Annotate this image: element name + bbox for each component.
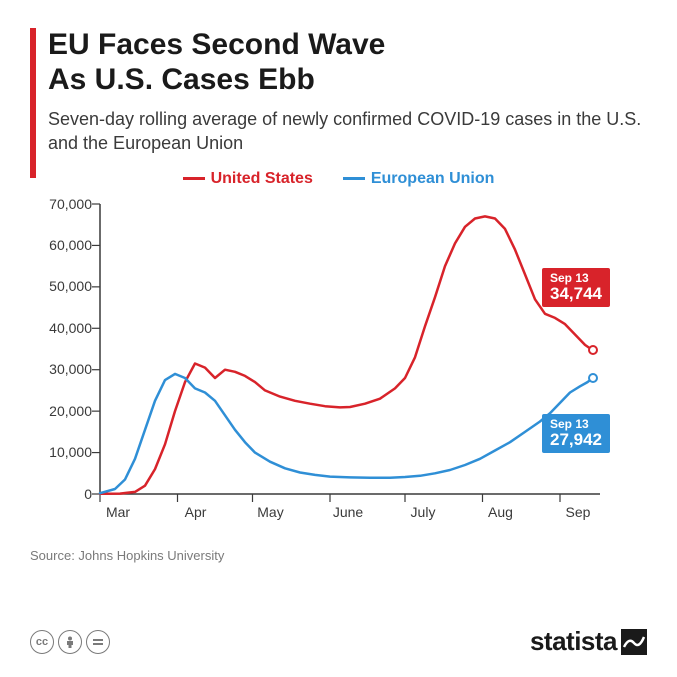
x-tick-label: Aug: [488, 504, 513, 520]
y-tick-label: 50,000: [42, 278, 92, 294]
series-callout: Sep 1327,942: [542, 414, 610, 454]
chart: 0 10,000 20,000 30,000 40,000 50,000 60,000 70,…: [40, 194, 620, 534]
series-end-marker: [588, 345, 598, 355]
footer: cc statista: [30, 626, 647, 657]
cc-icons: cc: [30, 630, 110, 654]
brand-logo: statista: [530, 626, 647, 657]
x-tick-label: May: [257, 504, 283, 520]
y-tick-label: 0: [42, 486, 92, 502]
brand-text: statista: [530, 626, 617, 657]
x-tick-label: Mar: [106, 504, 130, 520]
by-icon: [58, 630, 82, 654]
x-tick-label: July: [411, 504, 436, 520]
cc-icon: cc: [30, 630, 54, 654]
y-tick-label: 40,000: [42, 320, 92, 336]
source-text: Source: Johns Hopkins University: [30, 548, 647, 563]
x-tick-label: Sep: [566, 504, 591, 520]
subtitle: Seven-day rolling average of newly confi…: [48, 107, 647, 156]
title-line-2: As U.S. Cases Ebb: [48, 63, 315, 96]
nd-icon: [86, 630, 110, 654]
legend-label-us: United States: [211, 170, 313, 188]
title-line-1: EU Faces Second Wave: [48, 28, 385, 61]
series-end-marker: [588, 373, 598, 383]
accent-bar: [30, 28, 36, 178]
series-callout: Sep 1334,744: [542, 268, 610, 308]
y-tick-label: 30,000: [42, 361, 92, 377]
y-tick-label: 70,000: [42, 196, 92, 212]
x-tick-label: June: [333, 504, 363, 520]
legend-swatch-us: [183, 177, 205, 180]
legend-swatch-eu: [343, 177, 365, 180]
page-title: EU Faces Second Wave As U.S. Cases Ebb: [48, 28, 647, 97]
y-tick-label: 20,000: [42, 403, 92, 419]
brand-wave-icon: [621, 629, 647, 655]
legend: United States European Union: [30, 170, 647, 188]
x-tick-label: Apr: [185, 504, 207, 520]
legend-label-eu: European Union: [371, 170, 495, 188]
y-tick-label: 10,000: [42, 444, 92, 460]
y-tick-label: 60,000: [42, 237, 92, 253]
legend-item-eu: European Union: [343, 170, 495, 188]
legend-item-us: United States: [183, 170, 313, 188]
chart-svg: [40, 194, 620, 534]
